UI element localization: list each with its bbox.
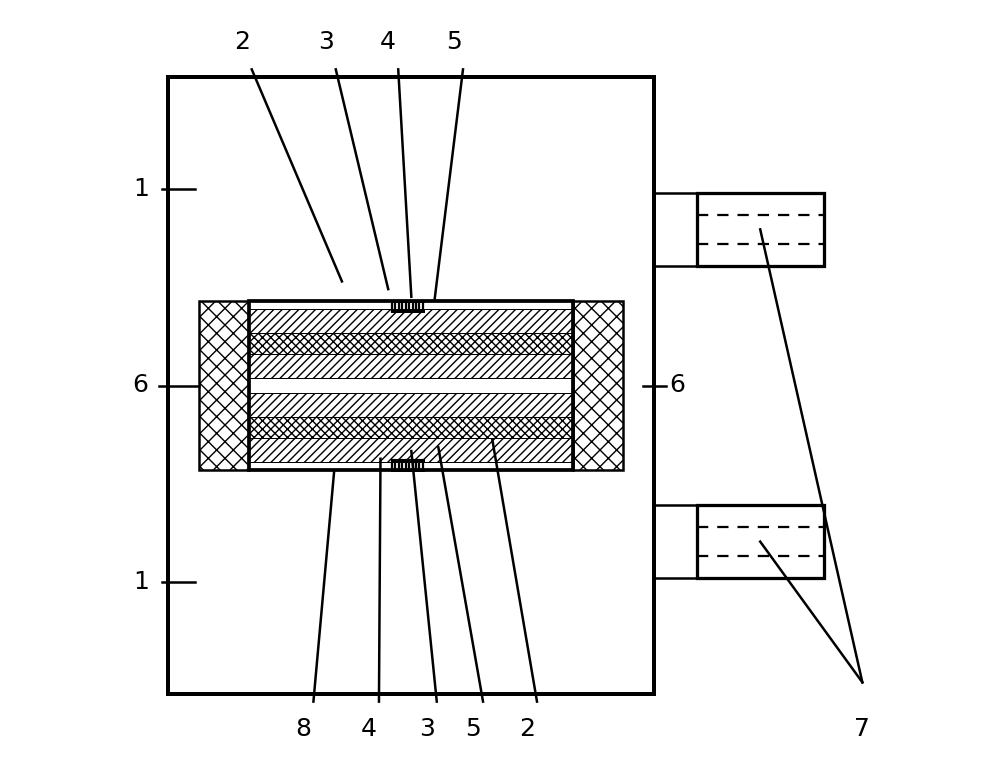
Text: 5: 5: [465, 716, 481, 741]
Bar: [573, 301, 623, 470]
Bar: [249, 309, 573, 333]
Bar: [199, 301, 249, 470]
Text: 7: 7: [854, 716, 870, 741]
Text: 1: 1: [134, 570, 149, 594]
Bar: [249, 301, 573, 309]
Bar: [249, 438, 573, 462]
Text: 5: 5: [446, 30, 462, 55]
Text: 6: 6: [132, 373, 148, 398]
Bar: [249, 354, 573, 378]
Text: 4: 4: [361, 716, 377, 741]
Text: 3: 3: [319, 30, 334, 55]
Text: 2: 2: [519, 716, 535, 741]
Text: 6: 6: [669, 373, 685, 398]
Text: 3: 3: [419, 716, 435, 741]
Bar: [249, 301, 573, 470]
Text: 1: 1: [134, 177, 149, 201]
Bar: [249, 333, 573, 354]
Bar: [249, 378, 573, 393]
Text: 8: 8: [295, 716, 311, 741]
Bar: [697, 193, 824, 266]
Text: 4: 4: [380, 30, 396, 55]
Bar: [697, 505, 824, 578]
Bar: [249, 393, 573, 417]
Bar: [249, 462, 573, 470]
Text: 2: 2: [234, 30, 250, 55]
Bar: [168, 77, 654, 694]
Bar: [249, 417, 573, 438]
